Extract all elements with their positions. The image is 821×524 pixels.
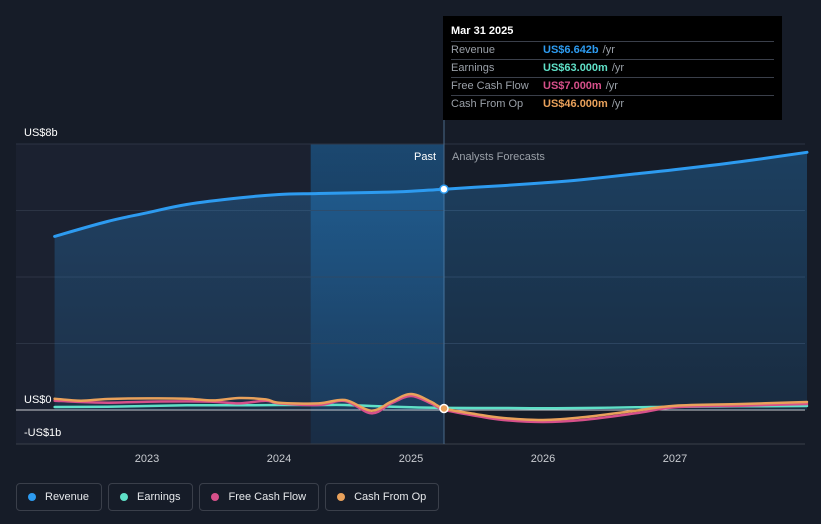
legend-dot-icon	[28, 493, 36, 501]
tooltip-unit: /yr	[605, 80, 618, 92]
revenue-highlight-point	[439, 184, 449, 194]
legend-label: Earnings	[137, 491, 181, 503]
legend-item-revenue[interactable]: Revenue	[16, 483, 103, 511]
legend-label: Free Cash Flow	[228, 491, 307, 503]
tooltip-value: US$7.000m	[543, 80, 602, 92]
cash-from-op-highlight-point	[439, 403, 449, 414]
x-tick-label-2026: 2026	[531, 453, 555, 465]
legend-item-free-cash-flow[interactable]: Free Cash Flow	[199, 483, 320, 511]
tooltip-title: Mar 31 2025	[451, 25, 514, 37]
tooltip-row-earnings: Earnings US$63.000m /yr	[451, 59, 774, 77]
cash-from-op-line	[53, 392, 809, 422]
tooltip-row-free-cash-flow: Free Cash Flow US$7.000m /yr	[451, 77, 774, 95]
x-tick-label-2025: 2025	[399, 453, 423, 465]
tooltip-label: Cash From Op	[451, 98, 524, 110]
legend-label: Revenue	[45, 491, 90, 503]
tooltip-value: US$6.642b	[543, 44, 599, 56]
tooltip-label: Revenue	[451, 44, 496, 56]
tooltip-value: US$46.000m	[543, 98, 608, 110]
tooltip-unit: /yr	[602, 44, 615, 56]
revenue-line	[53, 150, 809, 238]
x-tick-label-2023: 2023	[135, 453, 159, 465]
past-label: Past	[414, 151, 436, 163]
tooltip-unit: /yr	[611, 62, 625, 74]
tooltip-label: Free Cash Flow	[451, 80, 529, 92]
tooltip-label: Earnings	[451, 62, 495, 74]
earnings-line	[53, 403, 809, 410]
legend-item-earnings[interactable]: Earnings	[108, 483, 194, 511]
legend: Revenue Earnings Free Cash Flow Cash Fro…	[16, 483, 440, 511]
tooltip: Mar 31 2025 Revenue US$6.642b /yr Earnin…	[443, 16, 782, 120]
tooltip-value: US$63.000m	[543, 62, 608, 74]
legend-item-cash-from-op[interactable]: Cash From Op	[325, 483, 440, 511]
legend-dot-icon	[211, 493, 220, 501]
y-axis-label-top: US$8b	[24, 127, 58, 139]
tooltip-row-cash-from-op: Cash From Op US$46.000m /yr	[451, 95, 774, 113]
y-axis-label-zero: US$0	[24, 394, 52, 406]
x-tick-label-2024: 2024	[267, 453, 291, 465]
forecast-label: Analysts Forecasts	[452, 151, 545, 163]
x-tick-label-2027: 2027	[663, 453, 687, 465]
y-axis-label-bottom: -US$1b	[24, 427, 61, 439]
legend-label: Cash From Op	[354, 491, 427, 503]
revenue-area	[54, 152, 808, 411]
tooltip-row-revenue: Revenue US$6.642b /yr	[451, 41, 774, 59]
legend-dot-icon	[337, 493, 346, 501]
legend-dot-icon	[120, 493, 129, 501]
tooltip-unit: /yr	[611, 98, 625, 110]
free-cash-flow-line	[53, 394, 809, 424]
